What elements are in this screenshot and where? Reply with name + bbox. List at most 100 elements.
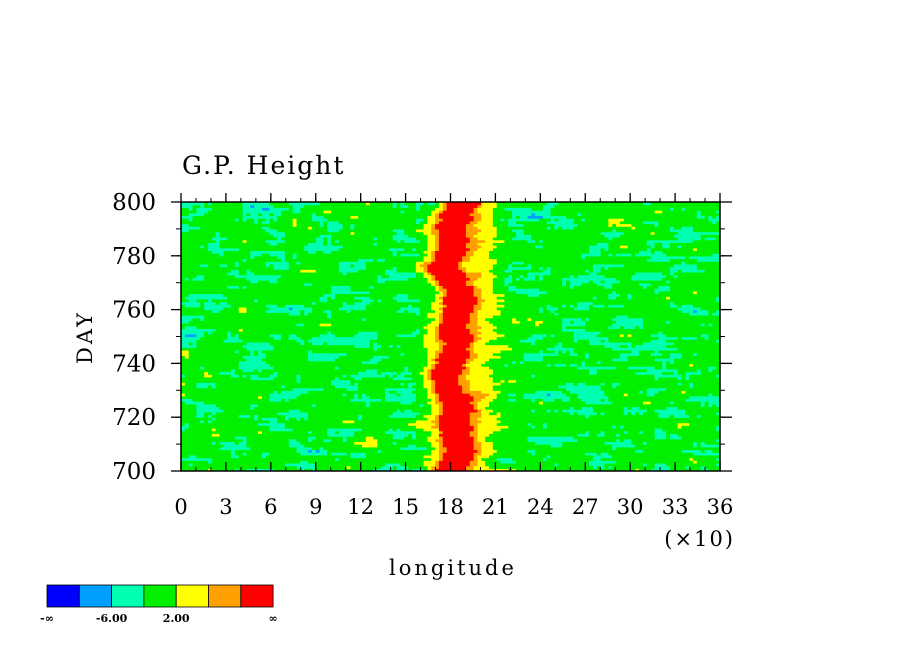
heatmap-cell bbox=[435, 433, 440, 437]
heatmap-cell bbox=[396, 433, 402, 437]
heatmap-cell bbox=[600, 430, 606, 434]
heatmap-cell bbox=[512, 468, 517, 471]
heatmap-cell bbox=[223, 441, 228, 445]
heatmap-cell bbox=[215, 436, 221, 440]
heatmap-cell bbox=[489, 430, 494, 434]
heatmap-cell bbox=[600, 449, 606, 453]
heatmap-cell bbox=[254, 436, 259, 440]
heatmap-cell bbox=[242, 457, 248, 461]
heatmap-cell bbox=[308, 460, 313, 464]
heatmap-cell bbox=[546, 446, 552, 451]
heatmap-cell bbox=[304, 430, 309, 434]
heatmap-cell bbox=[181, 441, 186, 445]
heatmap-cell bbox=[573, 452, 579, 456]
heatmap-cell bbox=[635, 430, 640, 434]
heatmap-cell bbox=[546, 436, 552, 440]
heatmap-cell bbox=[508, 460, 513, 464]
heatmap-cell bbox=[284, 462, 290, 467]
heatmap-cell bbox=[369, 449, 375, 453]
heatmap-cell bbox=[331, 449, 336, 453]
heatmap-cell bbox=[211, 449, 217, 453]
heatmap-cell bbox=[269, 433, 274, 437]
heatmap-cell bbox=[669, 468, 675, 471]
heatmap-cell bbox=[319, 462, 325, 467]
heatmap-cell bbox=[535, 452, 540, 456]
heatmap-cell bbox=[338, 452, 344, 456]
heatmap-cell bbox=[542, 436, 548, 440]
heatmap-cell bbox=[211, 457, 217, 461]
heatmap-cell bbox=[238, 430, 244, 434]
heatmap-cell bbox=[600, 438, 606, 443]
heatmap-cell bbox=[246, 449, 251, 453]
heatmap-cell bbox=[219, 436, 224, 440]
heatmap-cell bbox=[654, 444, 659, 448]
heatmap-cell bbox=[631, 454, 636, 459]
heatmap-cell bbox=[554, 460, 559, 464]
heatmap-cell bbox=[269, 460, 274, 464]
heatmap-cell bbox=[458, 468, 463, 471]
heatmap-cell bbox=[419, 457, 425, 461]
heatmap-cell bbox=[438, 449, 444, 453]
heatmap-cell bbox=[396, 457, 402, 461]
heatmap-cell bbox=[277, 454, 282, 459]
heatmap-cell bbox=[631, 449, 636, 453]
heatmap-cell bbox=[623, 444, 629, 448]
heatmap-cell bbox=[273, 460, 278, 464]
heatmap-cell bbox=[635, 433, 640, 437]
heatmap-cell bbox=[238, 444, 244, 448]
heatmap-cell bbox=[596, 444, 602, 448]
heatmap-cell bbox=[496, 436, 502, 440]
heatmap-cell bbox=[438, 460, 444, 464]
heatmap-cell bbox=[489, 446, 494, 451]
heatmap-cell bbox=[658, 468, 663, 471]
heatmap-cell bbox=[288, 465, 294, 469]
heatmap-cell bbox=[412, 454, 417, 459]
heatmap-cell bbox=[673, 436, 679, 440]
heatmap-cell bbox=[323, 460, 328, 464]
heatmap-cell bbox=[415, 452, 421, 456]
heatmap-cell bbox=[292, 436, 298, 440]
heatmap-cell bbox=[404, 460, 409, 464]
heatmap-cell bbox=[477, 436, 482, 440]
heatmap-cell bbox=[693, 433, 698, 437]
heatmap-cell bbox=[596, 436, 602, 440]
heatmap-cell bbox=[211, 438, 217, 443]
heatmap-cell bbox=[558, 433, 563, 437]
heatmap-cell bbox=[361, 433, 367, 437]
heatmap-cell bbox=[589, 441, 594, 445]
heatmap-cell bbox=[192, 446, 197, 451]
heatmap-cell bbox=[708, 438, 713, 443]
heatmap-cell bbox=[188, 465, 194, 469]
heatmap-cell bbox=[681, 460, 686, 464]
heatmap-cell bbox=[207, 438, 213, 443]
heatmap-cell bbox=[281, 457, 286, 461]
heatmap-cell bbox=[254, 446, 259, 451]
heatmap-cell bbox=[473, 436, 479, 440]
heatmap-cell bbox=[412, 438, 417, 443]
heatmap-cell bbox=[435, 452, 440, 456]
heatmap-cell bbox=[277, 433, 282, 437]
heatmap-cell bbox=[346, 465, 351, 469]
heatmap-cell bbox=[319, 430, 325, 434]
heatmap-cell bbox=[231, 438, 236, 443]
heatmap-cell bbox=[365, 430, 371, 434]
heatmap-cell bbox=[627, 446, 633, 451]
heatmap-cell bbox=[354, 449, 359, 453]
heatmap-cell bbox=[258, 462, 263, 467]
heatmap-cell bbox=[646, 462, 652, 467]
heatmap-cell bbox=[381, 430, 386, 434]
heatmap-cell bbox=[623, 460, 629, 464]
heatmap-cell bbox=[465, 457, 471, 461]
heatmap-cell bbox=[646, 457, 652, 461]
heatmap-cell bbox=[589, 457, 594, 461]
heatmap-cell bbox=[558, 452, 563, 456]
heatmap-cell bbox=[277, 436, 282, 440]
heatmap-cell bbox=[681, 452, 686, 456]
heatmap-cell bbox=[508, 457, 513, 461]
heatmap-cell bbox=[400, 449, 405, 453]
heatmap-cell bbox=[535, 460, 540, 464]
heatmap-cell bbox=[489, 465, 494, 469]
heatmap-cell bbox=[377, 438, 382, 443]
heatmap-cell bbox=[539, 452, 544, 456]
heatmap-cell bbox=[204, 441, 209, 445]
